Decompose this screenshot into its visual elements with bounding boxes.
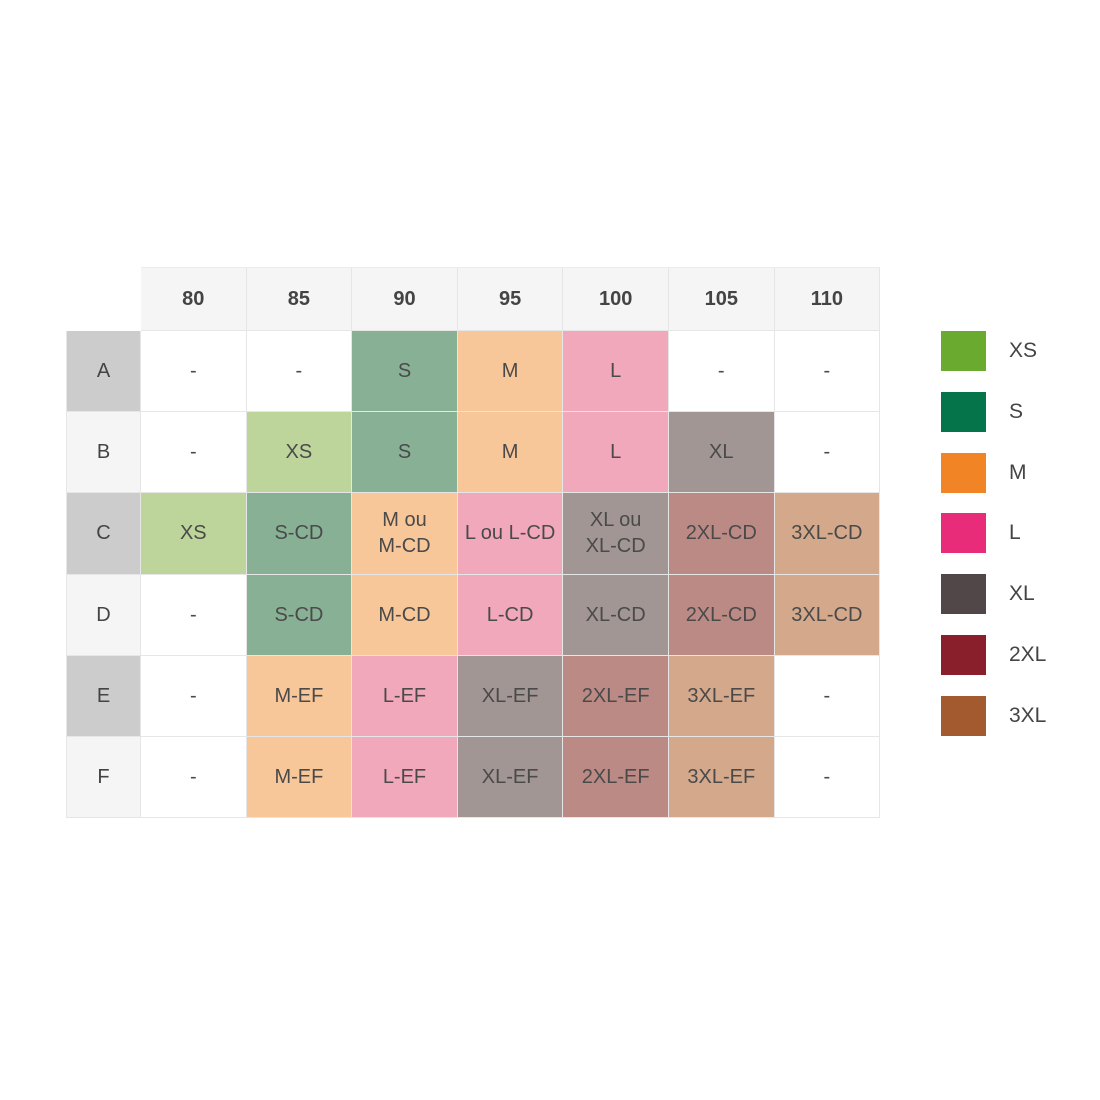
- size-cell: -: [141, 574, 247, 656]
- legend-item-3XL: 3XL: [941, 695, 1047, 736]
- column-header-band-105: 105: [668, 267, 775, 331]
- legend-item-L: L: [941, 513, 1021, 554]
- size-cell: -: [774, 331, 881, 413]
- legend-label: S: [1009, 399, 1024, 423]
- legend-swatch: [941, 391, 986, 432]
- row-header-cup-A: A: [66, 331, 141, 413]
- legend-item-M: M: [941, 452, 1027, 493]
- size-cell: L-CD: [457, 574, 564, 656]
- size-cell: 2XL-CD: [668, 493, 775, 575]
- column-header-band-90: 90: [352, 267, 458, 331]
- column-header-band-100: 100: [563, 267, 669, 331]
- size-cell: XL-EF: [457, 736, 564, 819]
- legend-item-S: S: [941, 391, 1024, 432]
- size-cell: -: [141, 331, 247, 413]
- size-cell: M ou M-CD: [352, 493, 458, 575]
- legend-swatch: [941, 695, 986, 736]
- size-cell: -: [141, 412, 247, 494]
- column-header-band-85: 85: [246, 267, 353, 331]
- size-cell: 3XL-EF: [668, 655, 775, 737]
- size-cell: XL: [668, 412, 775, 494]
- size-cell: M: [457, 412, 564, 494]
- column-header-band-110: 110: [774, 267, 881, 331]
- legend-item-XS: XS: [941, 331, 1037, 371]
- size-cell: XL-EF: [457, 655, 564, 737]
- legend-item-XL: XL: [941, 574, 1035, 615]
- size-cell: L: [563, 331, 669, 413]
- legend-label: XS: [1009, 339, 1038, 362]
- row-header-cup-C: C: [66, 493, 141, 575]
- size-cell: S: [352, 331, 458, 413]
- size-cell: S-CD: [246, 493, 353, 575]
- size-cell: M: [457, 331, 564, 413]
- size-cell: L ou L-CD: [457, 493, 564, 575]
- legend-swatch: [941, 513, 986, 554]
- legend-label: XL: [1009, 582, 1035, 606]
- legend-swatch: [941, 331, 986, 371]
- row-header-cup-D: D: [66, 574, 141, 656]
- size-cell: -: [668, 331, 775, 413]
- size-cell: 2XL-EF: [563, 655, 669, 737]
- legend-swatch: [941, 574, 986, 615]
- legend-swatch: [941, 635, 986, 675]
- row-header-cup-B: B: [66, 412, 141, 494]
- legend-label: 2XL: [1009, 643, 1047, 666]
- size-cell: 2XL-EF: [563, 736, 669, 819]
- size-cell: 3XL-EF: [668, 736, 775, 819]
- legend-label: L: [1009, 521, 1021, 545]
- size-cell: S-CD: [246, 574, 353, 656]
- size-cell: L-EF: [352, 655, 458, 737]
- column-header-band-80: 80: [141, 267, 247, 331]
- size-cell: -: [774, 412, 881, 494]
- size-cell: 3XL-CD: [774, 574, 881, 656]
- size-cell: -: [141, 655, 247, 737]
- legend-label: 3XL: [1009, 703, 1047, 727]
- size-cell: 3XL-CD: [774, 493, 881, 575]
- legend-swatch: [941, 452, 986, 493]
- row-header-cup-E: E: [66, 655, 141, 737]
- size-cell: M-CD: [352, 574, 458, 656]
- size-chart-table: 80 85 90 95 100 105 110 A - - S M L - - B - XS S M L XL - C XS S-…: [66, 267, 881, 819]
- legend-label: M: [1009, 460, 1027, 484]
- size-cell: -: [141, 736, 247, 819]
- size-cell: 2XL-CD: [668, 574, 775, 656]
- size-cell: XS: [141, 493, 247, 575]
- size-cell: S: [352, 412, 458, 494]
- size-cell: L-EF: [352, 736, 458, 819]
- row-header-cup-F: F: [66, 736, 141, 819]
- size-cell: -: [774, 655, 881, 737]
- size-cell: M-EF: [246, 655, 353, 737]
- table-corner: [66, 267, 141, 331]
- size-cell: -: [246, 331, 353, 413]
- legend-item-2XL: 2XL: [941, 635, 1046, 675]
- size-cell: L: [563, 412, 669, 494]
- size-cell: -: [774, 736, 881, 819]
- size-cell: XL-CD: [563, 574, 669, 656]
- size-cell: M-EF: [246, 736, 353, 819]
- size-cell: XS: [246, 412, 353, 494]
- column-header-band-95: 95: [457, 267, 564, 331]
- size-cell: XL ou XL-CD: [563, 493, 669, 575]
